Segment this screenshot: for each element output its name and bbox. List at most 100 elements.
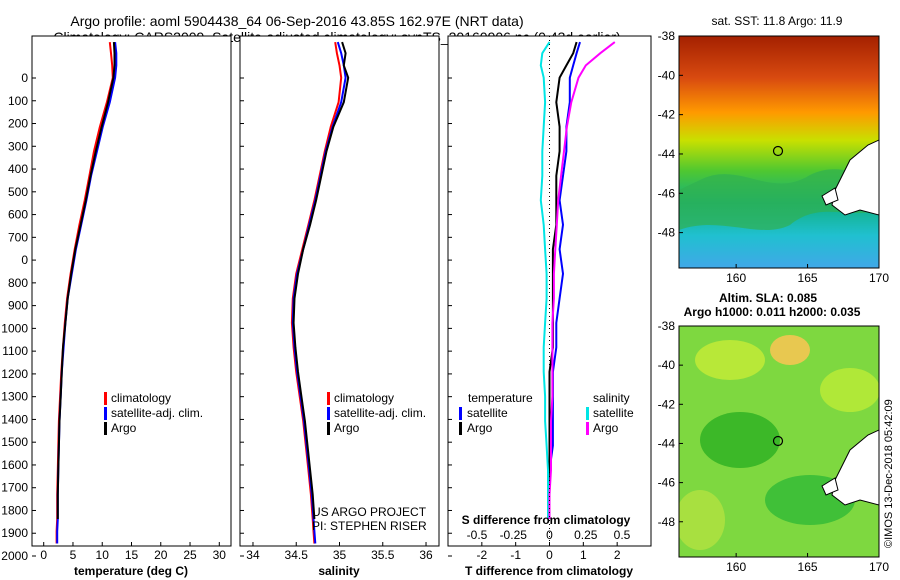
legend-label-t-satellite: satellite (467, 406, 508, 420)
depth-tick-label: 900 (8, 299, 28, 313)
temperature-panel (31, 35, 232, 547)
difference-series (539, 41, 616, 519)
x-tick-label: 34.5 (285, 548, 309, 562)
map-y-tick-label: -48 (658, 226, 676, 240)
map-x-tick-label: 160 (726, 271, 746, 285)
depth-tick-label: 1300 (1, 390, 28, 404)
x-tick-label: 1 (580, 548, 587, 562)
sst-map-axes: 160 165 170 -38 -40 -42 -44 -46 -48 (658, 29, 890, 285)
sla-feature (695, 340, 765, 380)
sla-feature (770, 335, 810, 365)
legend-label-argo: Argo (334, 421, 360, 435)
depth-tick-label: 1700 (1, 481, 28, 495)
imos-watermark: ©IMOS 13-Dec-2018 05:42:09 (883, 399, 895, 548)
legend-label-argo: Argo (111, 421, 137, 435)
depth-tick-label: 0 (21, 71, 28, 85)
salinity-legend: climatology satellite-adj. clim. Argo US… (312, 391, 427, 533)
map-y-tick-label: -42 (658, 397, 676, 411)
sla-feature (700, 412, 780, 468)
series-line-argo (292, 41, 350, 520)
legend-label-s-argo: Argo (593, 421, 619, 435)
t-difference-xlabel: T difference from climatology (465, 564, 633, 578)
depth-tick-label: 1900 (1, 526, 28, 540)
legend-swatch-argo (104, 422, 107, 435)
sla-feature (820, 368, 879, 412)
x-tick-label: 35 (333, 548, 347, 562)
series-line-s-satellite (539, 41, 551, 519)
sst-feature (679, 169, 879, 230)
legend-label-t-argo: Argo (467, 421, 493, 435)
depth-tick-label: 100 (8, 94, 28, 108)
x-tick-label: 20 (154, 548, 168, 562)
x-axes: 0 5 10 15 20 25 30 34 34.5 35 35.5 36 -2 -1 0 1 2 (40, 542, 621, 562)
s-difference-xlabel: S difference from climatology (462, 513, 631, 527)
x-tick-label: 2 (614, 548, 621, 562)
temperature-legend: climatology satellite-adj. clim. Argo (104, 391, 203, 435)
map-y-tick-label: -38 (658, 319, 676, 333)
depth-tick-label: 1800 (1, 503, 28, 517)
temperature-xlabel: temperature (deg C) (74, 564, 188, 578)
figure-title-line1: Argo profile: aoml 5904438_64 06-Sep-201… (70, 13, 523, 29)
s-tick-label: -0.25 (500, 528, 528, 542)
depth-tick-label: 200 (8, 117, 28, 131)
map-y-tick-label: -38 (658, 29, 676, 43)
land-mass (831, 429, 879, 506)
legend-swatch-t-satellite (459, 407, 462, 420)
depth-tick-label: 700 (8, 230, 28, 244)
map-y-tick-label: -46 (658, 476, 676, 490)
x-tick-label: 34 (246, 548, 260, 562)
depth-tick-label: 1400 (1, 412, 28, 426)
depth-tick-label: 500 (8, 185, 28, 199)
salinity-series (290, 41, 350, 544)
x-tick-label: 25 (183, 548, 197, 562)
project-annotation: US ARGO PROJECT (312, 505, 427, 519)
x-tick-label: -1 (510, 548, 521, 562)
x-tick-label: 10 (96, 548, 110, 562)
legend-label-s-satellite: satellite (593, 406, 634, 420)
series-line-argo (56, 42, 116, 519)
x-tick-label: -2 (476, 548, 487, 562)
land-mass (821, 477, 839, 496)
depth-tick-label: 2000 (1, 549, 28, 563)
series-line-t-argo (548, 41, 578, 519)
s-difference-ticks: -0.5 -0.25 0 0.25 0.5 (467, 528, 631, 542)
salinity-panel (239, 35, 440, 547)
map-x-tick-label: 170 (869, 271, 889, 285)
sst-map-title: sat. SST: 11.8 Argo: 11.9 (712, 14, 843, 28)
pi-annotation: PI: STEPHEN RISER (312, 519, 427, 533)
s-tick-label: 0.25 (574, 528, 598, 542)
legend-swatch-climatology (327, 392, 330, 405)
depth-axis: 0100200300400500600700080090010001100120… (1, 71, 452, 563)
legend-swatch-s-satellite (586, 407, 589, 420)
depth-tick-label: 1600 (1, 458, 28, 472)
s-tick-label: 0.5 (614, 528, 631, 542)
s-tick-label: -0.5 (467, 528, 488, 542)
depth-tick-label: 1100 (2, 344, 28, 358)
legend-label-climatology: climatology (111, 391, 171, 405)
map-x-tick-label: 160 (726, 560, 746, 574)
depth-tick-label: 800 (8, 276, 28, 290)
legend-title-temperature: temperature (468, 391, 533, 405)
map-y-tick-label: -40 (658, 68, 676, 82)
legend-label-climatology: climatology (334, 391, 394, 405)
depth-tick-label: 400 (8, 162, 28, 176)
x-tick-label: 5 (70, 548, 77, 562)
series-line-s-argo (548, 41, 616, 519)
x-tick-label: 0 (546, 548, 553, 562)
difference-legend: temperature satellite Argo salinity sate… (459, 391, 634, 435)
legend-title-salinity: salinity (593, 391, 630, 405)
depth-tick-label: 1000 (1, 321, 28, 335)
depth-tick-label: 300 (8, 139, 28, 153)
sla-map-subtitle: Argo h1000: 0.011 h2000: 0.035 (684, 305, 861, 319)
legend-swatch-satellite (327, 407, 330, 420)
map-x-tick-label: 165 (798, 560, 818, 574)
legend-swatch-argo (327, 422, 330, 435)
map-y-tick-label: -46 (658, 186, 676, 200)
map-y-tick-label: -40 (658, 358, 676, 372)
x-tick-label: 0 (40, 548, 47, 562)
x-tick-label: 15 (125, 548, 139, 562)
legend-label-satellite: satellite-adj. clim. (111, 406, 203, 420)
x-tick-label: 35.5 (371, 548, 395, 562)
map-y-tick-label: -44 (658, 436, 676, 450)
legend-swatch-satellite (104, 407, 107, 420)
